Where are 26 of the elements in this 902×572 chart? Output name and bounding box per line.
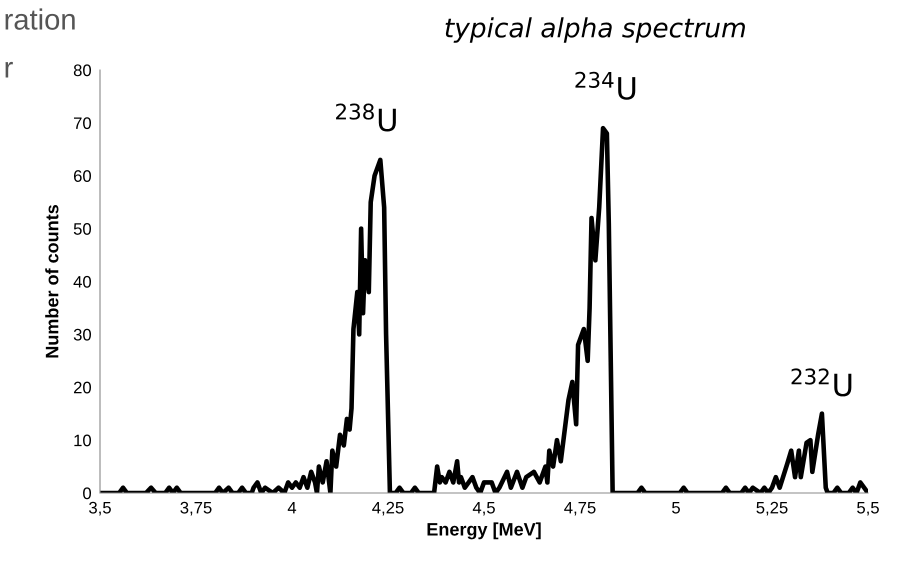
y-axis-title: Number of counts — [45, 204, 58, 358]
x-tick-label: 4,25 — [372, 502, 404, 516]
y-tick-label: 30 — [74, 328, 92, 341]
y-tick-label: 20 — [74, 382, 92, 394]
x-tick-label: 5,25 — [756, 502, 788, 516]
chart-title: typical alpha spectrum — [446, 17, 745, 43]
y-tick-label: 40 — [74, 276, 92, 288]
x-tick-label: 3,5 — [89, 502, 111, 516]
y-tick-label: 50 — [74, 223, 92, 235]
text: ration — [6, 8, 75, 30]
y-tick-label: 60 — [74, 170, 92, 182]
annotation: $^{238}$U — [336, 104, 396, 132]
y-tick-label: 10 — [74, 434, 92, 446]
x-tick-label: 3,75 — [180, 502, 212, 516]
annotation: $^{232}$U — [792, 368, 852, 396]
y-tick-label: 70 — [74, 117, 92, 130]
x-tick-label: 5 — [672, 502, 680, 514]
annotation: $^{234}$U — [575, 72, 636, 100]
x-tick-label: 4 — [288, 502, 296, 514]
x-axis-title: Energy [MeV] — [428, 522, 541, 540]
x-tick-label: 5,5 — [857, 502, 879, 516]
x-tick-label: 4,75 — [564, 502, 596, 516]
x-tick-label: 4,5 — [472, 502, 495, 516]
y-tick-label: 0 — [83, 487, 92, 500]
y-tick-label: 80 — [74, 64, 92, 76]
text: r — [6, 62, 13, 78]
